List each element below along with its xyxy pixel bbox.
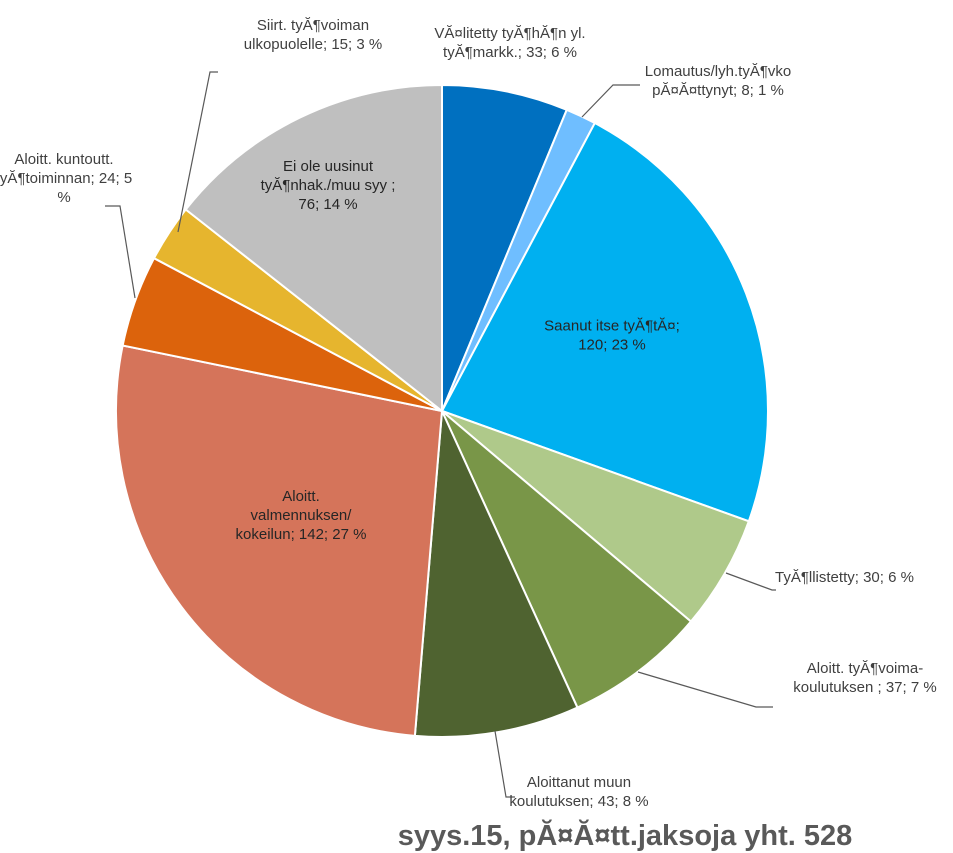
data-label-line: Siirt. tyĂ¶voiman [257,17,369,34]
data-label-4: TyĂ¶llistetty; 30; 6 % [775,569,914,586]
data-label-line: TyĂ¶llistetty; 30; 6 % [775,569,914,586]
data-label-line: 120; 23 % [578,337,646,354]
data-label-line: koulutuksen ; 37; 7 % [793,679,936,696]
data-label-9: Siirt. tyĂ¶voiman ulkopuolelle; 15; 3 % [244,17,382,53]
leader-lines-layer [105,71,776,798]
pie-slice-7 [115,344,444,737]
data-label-line: ulkopuolelle; 15; 3 % [244,36,382,53]
data-label-line: Ei ole uusinut [283,158,374,175]
pie-slice-3 [440,121,769,523]
data-label-line: Aloitt. [282,488,320,505]
data-label-line: Lomautus/lyh.tyĂ¶vko [645,63,791,80]
pie-slice-1 [441,83,569,412]
data-label-line: pĂ¤Ă¤ttynyt; 8; 1 % [652,82,784,99]
leader-line-9 [177,71,218,233]
data-label-line: Aloittanut muun [527,774,631,791]
data-label-line: tyĂ¶toiminnan; 24; 5 [0,170,132,187]
data-label-7: Aloitt. valmennuksen/kokeilun; 142; 27 % [236,488,367,543]
leader-line-8 [105,205,136,299]
data-label-10: Ei ole uusinut tyĂ¶nhak./muu syy ; 76; 14 … [261,158,396,213]
pie-slice-6 [413,407,579,738]
data-labels-layer: VĂ¤litetty tyĂ¶hĂ¶n yl. tyĂ¶markk.; 33; 6… [0,17,937,810]
data-label-line: VĂ¤litetty tyĂ¶hĂ¶n yl. [434,25,585,42]
data-label-line: valmennuksen/ [251,507,353,524]
data-label-8: Aloitt. kuntoutt. tyĂ¶toiminnan; 24; 5% [0,151,132,206]
data-label-line: Aloitt. kuntoutt. [14,151,113,168]
pie-slice-10 [184,83,443,414]
data-label-3: Saanut itse tyĂ¶tĂ¤; 120; 23 % [544,318,680,354]
data-label-line: 76; 14 % [298,196,357,213]
data-label-line: Saanut itse tyĂ¶tĂ¤; [544,318,680,335]
pie-slice-5 [441,410,693,709]
leader-line-4 [725,572,776,591]
chart-caption: syys.15, pĂ¤Ă¤tt.jaksoja yht. 528 [398,819,853,852]
data-label-6: Aloittanut muun koulutuksen; 43; 8 % [509,774,648,810]
data-label-line: tyĂ¶nhak./muu syy ; [261,177,396,194]
data-label-line: % [57,189,70,206]
leader-line-6 [494,730,515,798]
data-label-line: kokeilun; 142; 27 % [236,526,367,543]
data-label-2: Lomautus/lyh.tyĂ¶vko pĂ¤Ă¤ttynyt; 8; 1 % [645,63,791,99]
data-label-line: koulutuksen; 43; 8 % [509,793,648,810]
data-label-5: Aloitt. tyĂ¶voima-koulutuksen ; 37; 7 % [793,660,936,696]
leader-line-2 [581,84,640,118]
slices-layer [115,83,769,738]
data-label-1: VĂ¤litetty tyĂ¶hĂ¶n yl. tyĂ¶markk.; 33; 6… [434,25,585,61]
leader-line-5 [637,671,773,708]
data-label-line: Aloitt. tyĂ¶voima- [807,660,923,677]
data-label-line: tyĂ¶markk.; 33; 6 % [443,44,577,61]
